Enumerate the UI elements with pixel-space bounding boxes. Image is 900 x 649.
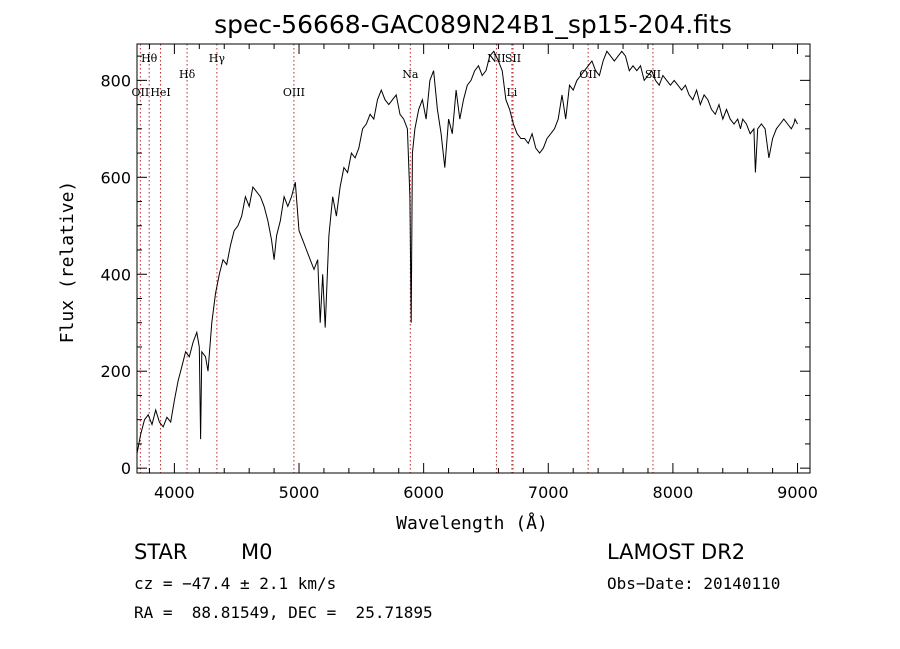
line-label-0: Hθ	[141, 52, 158, 65]
line-label-2: HeI	[150, 86, 170, 99]
x-tick-label-4: 8000	[653, 483, 694, 502]
spectrum-series	[136, 50, 798, 454]
line-label-1: OII	[132, 86, 150, 99]
y-tick-label-3: 600	[100, 168, 131, 187]
survey-label: LAMOST DR2	[607, 540, 746, 564]
y-axis-label: Flux (relative)	[57, 181, 78, 344]
y-tick-label-1: 200	[100, 362, 131, 381]
line-label-8: SII	[505, 52, 521, 65]
sky-coordinates: RA = 88.81549, DEC = 25.71895	[134, 603, 433, 622]
x-tick-label-5: 9000	[777, 483, 818, 502]
chart-title: spec-56668-GAC089N24B1_sp15-204.fits	[214, 10, 732, 39]
plot-frame	[136, 43, 811, 474]
line-label-9: Li	[506, 86, 517, 99]
y-tick-label-4: 800	[100, 71, 131, 90]
y-tick-label-2: 400	[100, 265, 131, 284]
x-tick-label-1: 5000	[279, 483, 320, 502]
line-label-4: Hγ	[209, 52, 226, 65]
line-label-3: Hδ	[179, 68, 196, 81]
x-tick-label-0: 4000	[154, 483, 195, 502]
redshift-velocity: cz = −47.4 ± 2.1 km/s	[134, 574, 337, 593]
y-axis: 0 200 400 600 800	[100, 55, 810, 478]
observation-date: Obs−Date: 20140110	[607, 574, 781, 593]
object-class-label: STAR	[134, 540, 188, 564]
line-label-7: NII	[487, 52, 505, 65]
x-tick-label-3: 7000	[528, 483, 569, 502]
line-label-6: Na	[402, 68, 419, 81]
x-axis-label: Wavelength (Å)	[396, 512, 548, 534]
y-tick-label-0: 0	[121, 459, 131, 478]
x-tick-label-2: 6000	[403, 483, 444, 502]
spectrum-line	[136, 50, 798, 454]
object-subclass-label: M0	[241, 540, 273, 564]
x-axis: 4000 5000 6000 7000 8000 9000	[148, 44, 818, 502]
line-label-5: OIII	[283, 86, 305, 99]
